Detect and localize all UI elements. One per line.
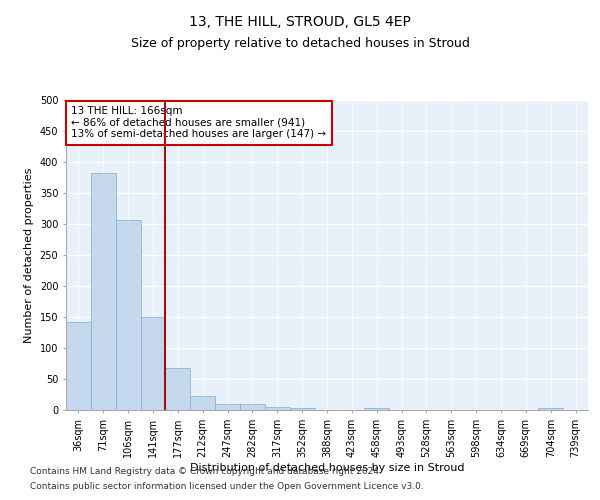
Bar [66, 322, 91, 410]
Bar [290, 408, 314, 410]
Text: Contains public sector information licensed under the Open Government Licence v3: Contains public sector information licen… [30, 482, 424, 491]
Bar [364, 408, 389, 410]
Bar [265, 407, 290, 410]
Text: Contains HM Land Registry data © Crown copyright and database right 2024.: Contains HM Land Registry data © Crown c… [30, 467, 382, 476]
Text: 13 THE HILL: 166sqm
← 86% of detached houses are smaller (941)
13% of semi-detac: 13 THE HILL: 166sqm ← 86% of detached ho… [71, 106, 326, 140]
Bar [240, 404, 265, 410]
Bar [166, 368, 190, 410]
Text: 13, THE HILL, STROUD, GL5 4EP: 13, THE HILL, STROUD, GL5 4EP [189, 15, 411, 29]
Bar [215, 404, 240, 410]
Bar [140, 317, 166, 410]
X-axis label: Distribution of detached houses by size in Stroud: Distribution of detached houses by size … [190, 462, 464, 472]
Bar [190, 396, 215, 410]
Bar [91, 172, 116, 410]
Y-axis label: Number of detached properties: Number of detached properties [24, 168, 34, 342]
Text: Size of property relative to detached houses in Stroud: Size of property relative to detached ho… [131, 38, 469, 51]
Bar [538, 408, 563, 410]
Bar [116, 220, 140, 410]
